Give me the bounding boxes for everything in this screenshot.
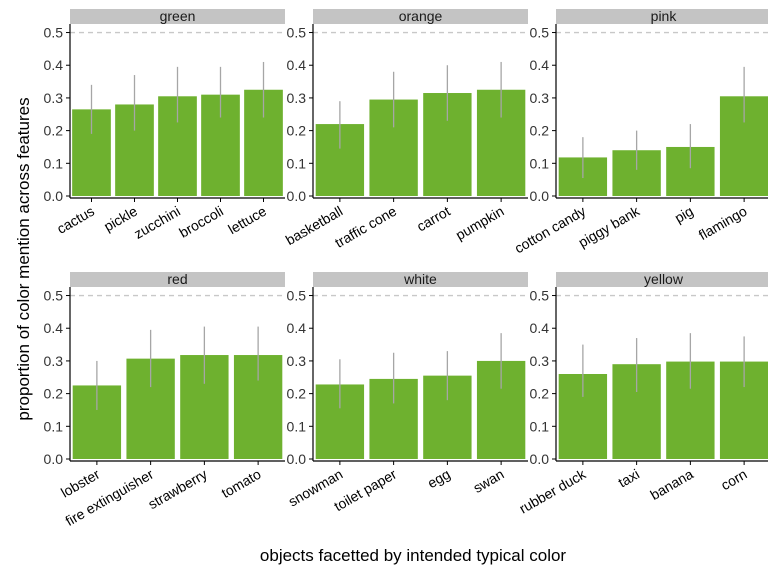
facet-strip-label: red [167,271,187,287]
y-tick-label: 0.0 [287,188,307,204]
x-tick-label: lettuce [225,203,269,238]
facet-strip-label: yellow [644,271,684,287]
y-tick-label: 0.1 [44,418,64,434]
x-tick-label: flamingo [696,203,750,243]
y-tick-label: 0.5 [287,288,307,304]
y-tick-label: 0.0 [287,451,307,467]
x-tick-label: cactus [54,203,97,237]
y-tick-label: 0.5 [287,25,307,41]
y-axis-title: proportion of color mention across featu… [14,97,33,420]
facet-strip [70,272,285,287]
y-tick-label: 0.3 [530,90,550,106]
x-tick-label: cotton candy [512,203,589,257]
x-tick-label: corn [718,466,750,493]
x-tick-label: traffic cone [332,203,399,251]
y-tick-label: 0.4 [287,57,307,73]
y-tick-label: 0.5 [530,25,550,41]
y-tick-label: 0.1 [530,155,550,171]
y-tick-label: 0.3 [44,353,64,369]
y-tick-label: 0.3 [287,353,307,369]
y-tick-label: 0.4 [44,57,64,73]
facet-strip-label: green [160,8,196,24]
facet-strip-label: orange [399,8,443,24]
y-tick-label: 0.1 [287,418,307,434]
y-tick-label: 0.3 [530,353,550,369]
y-tick-label: 0.3 [44,90,64,106]
x-tick-label: pumpkin [453,203,507,243]
x-tick-label: taxi [615,466,642,491]
y-tick-label: 0.2 [44,123,64,139]
facet-strip [313,272,528,287]
facet-strip [70,9,285,24]
facet-panel-yellow: yellow rubber duck taxi banana corn 0.0 0.1 0.2… [516,271,768,517]
facet-strip [313,9,528,24]
x-tick-label: strawberry [145,466,210,513]
facet-strip-label: white [403,271,437,287]
facet-strip [556,272,768,287]
x-tick-label: banana [647,466,696,503]
y-tick-label: 0.0 [44,451,64,467]
y-tick-label: 0.2 [287,123,307,139]
y-tick-label: 0.4 [44,320,64,336]
y-tick-label: 0.4 [287,320,307,336]
y-tick-label: 0.5 [530,288,550,304]
y-tick-label: 0.2 [287,386,307,402]
facet-strip [556,9,768,24]
x-tick-label: broccoli [176,203,226,241]
y-tick-label: 0.1 [530,418,550,434]
y-tick-label: 0.0 [530,188,550,204]
x-tick-label: swan [470,466,506,496]
y-tick-label: 0.4 [530,57,550,73]
x-tick-label: pig [672,203,696,226]
y-tick-label: 0.5 [44,25,64,41]
y-tick-label: 0.1 [44,155,64,171]
x-axis-title: objects facetted by intended typical col… [260,546,567,565]
y-tick-label: 0.4 [530,320,550,336]
y-tick-label: 0.0 [44,188,64,204]
y-tick-label: 0.2 [530,386,550,402]
x-tick-label: rubber duck [516,465,589,516]
x-tick-label: carrot [414,203,453,235]
x-tick-label: egg [425,466,453,492]
y-tick-label: 0.5 [44,288,64,304]
y-tick-label: 0.2 [530,123,550,139]
y-tick-label: 0.1 [287,155,307,171]
facet-strip-label: pink [651,8,678,24]
x-tick-label: zucchini [131,203,183,242]
x-tick-label: piggy bank [575,202,643,250]
y-tick-label: 0.3 [287,90,307,106]
x-tick-label: tomato [219,466,264,501]
y-tick-label: 0.0 [530,451,550,467]
y-tick-label: 0.2 [44,386,64,402]
